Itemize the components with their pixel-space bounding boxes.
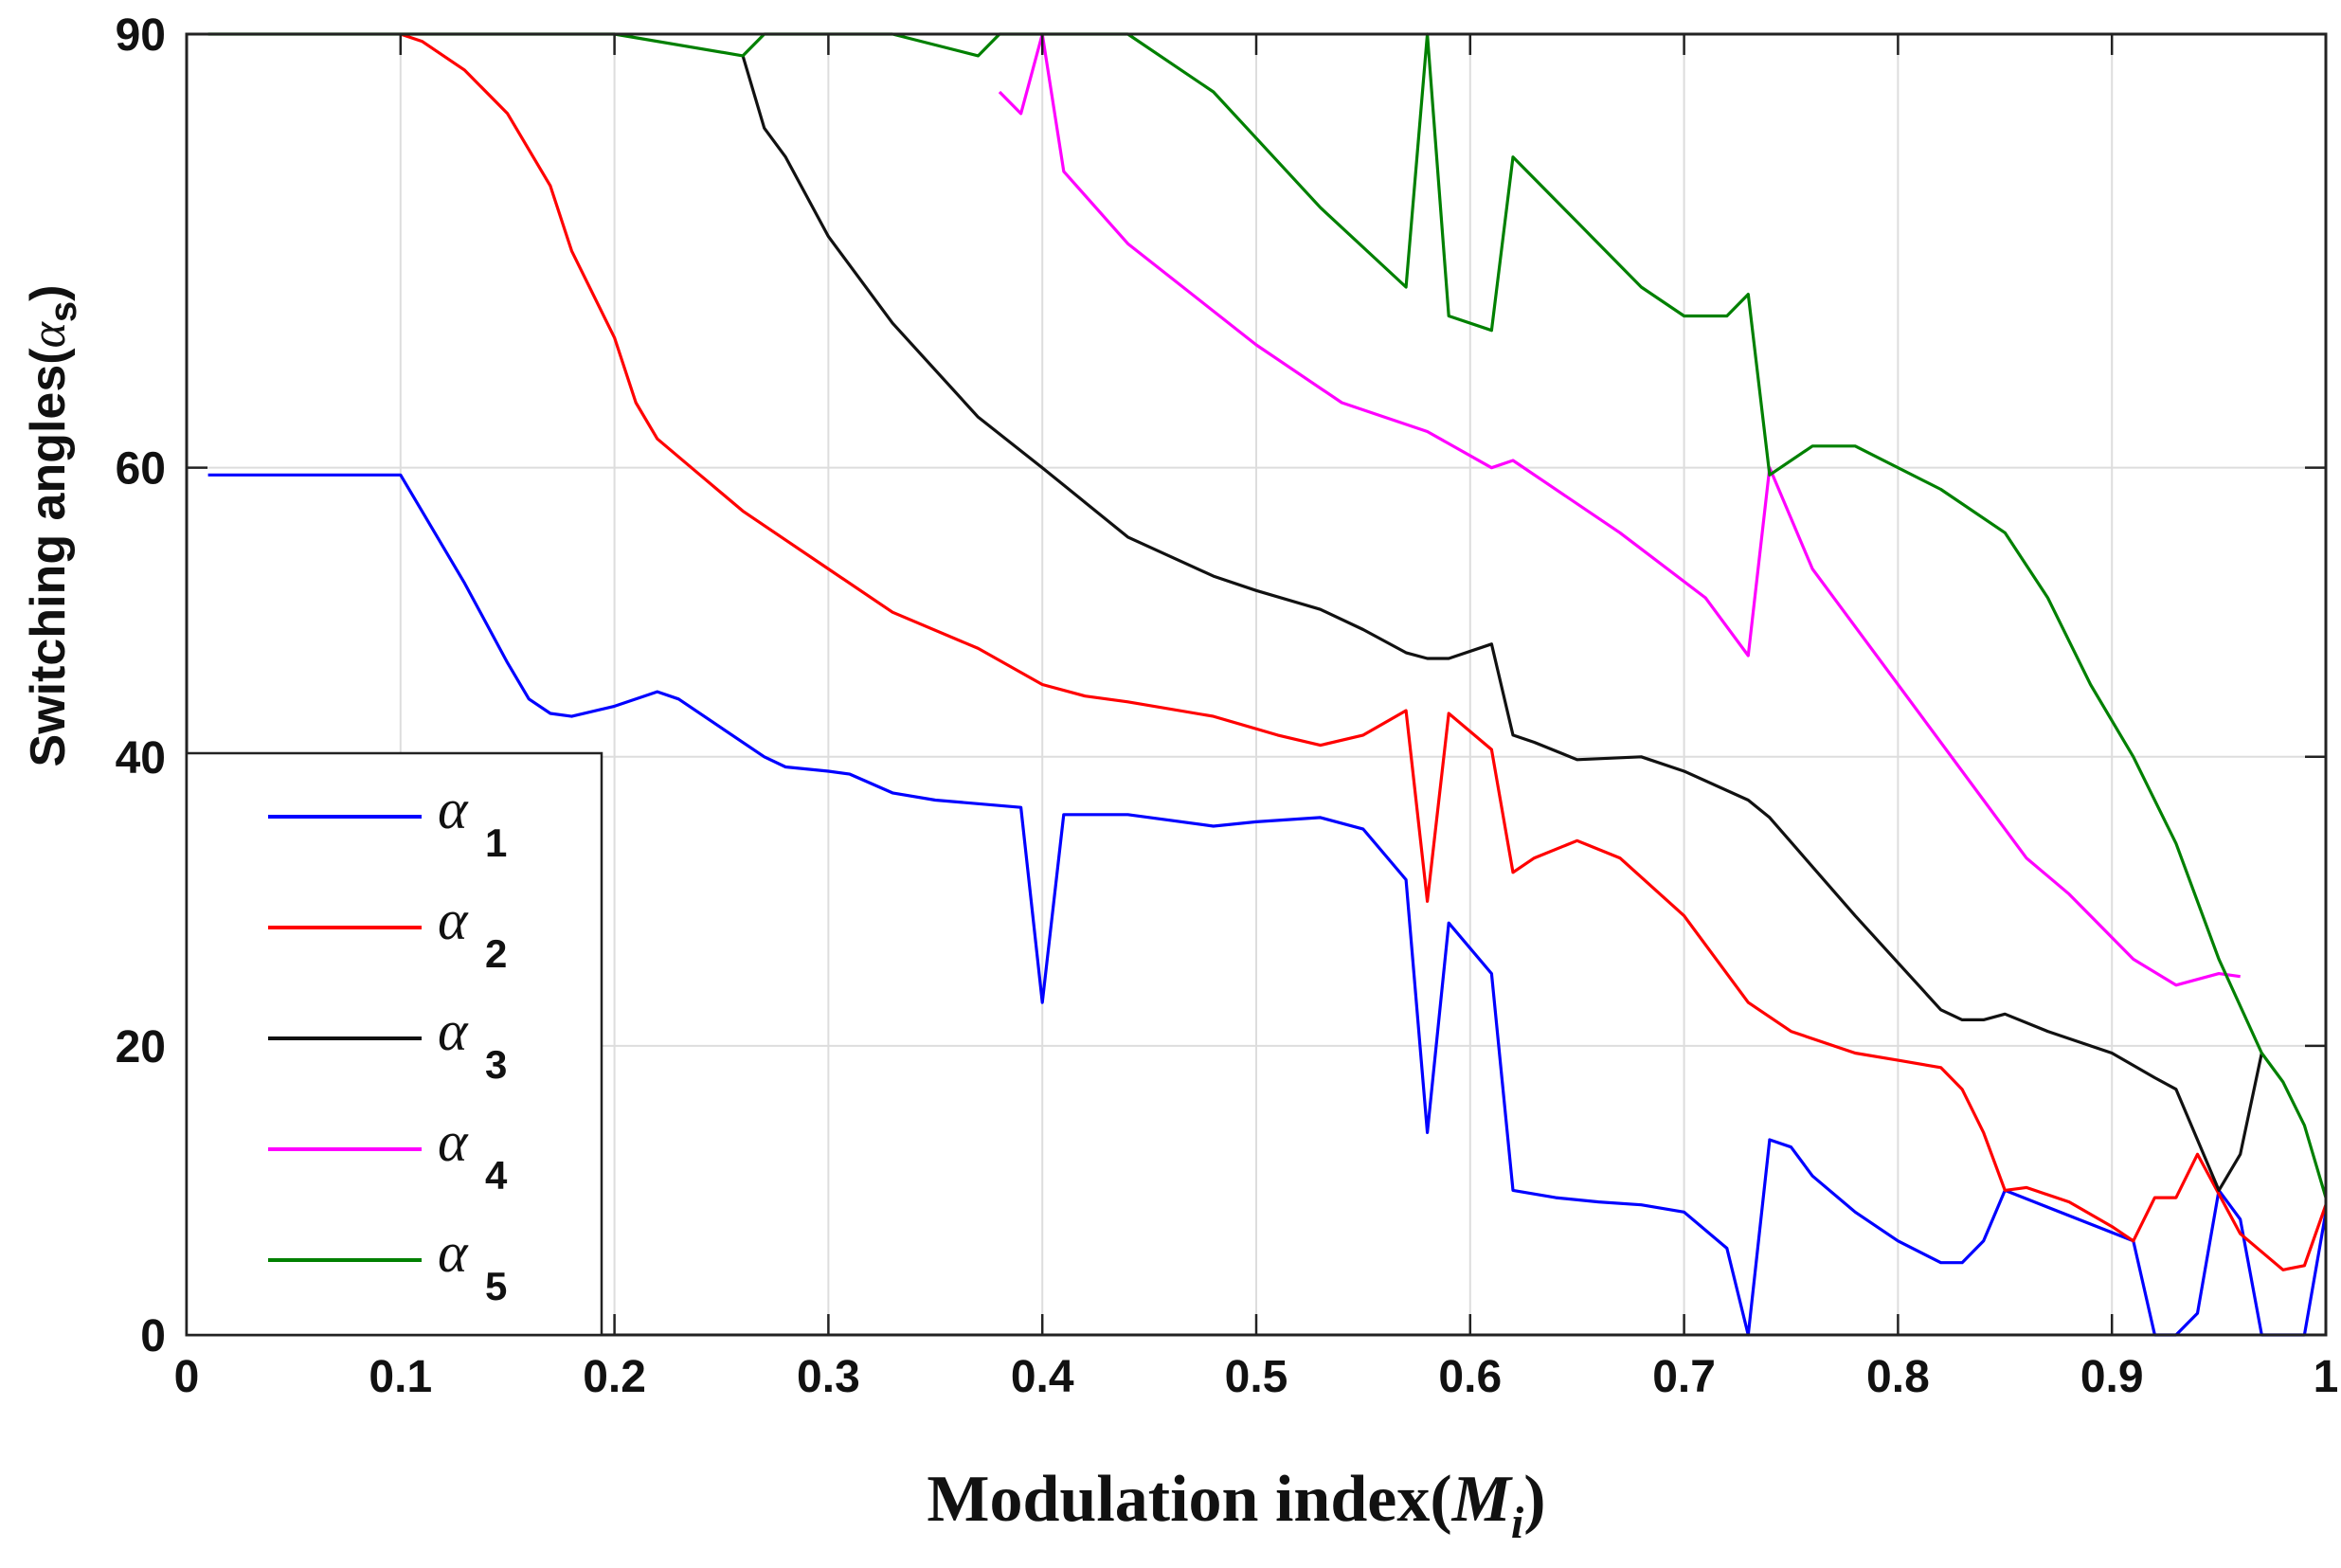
- series-line-alpha-4: [998, 32, 2241, 987]
- x-tick-label: 0.9: [2080, 1352, 2144, 1402]
- x-axis-label-close: ): [1523, 1463, 1545, 1536]
- x-tick-label: 0.6: [1438, 1352, 1502, 1402]
- x-tick-label: 0.5: [1225, 1352, 1288, 1402]
- x-tick-label: 0: [174, 1352, 200, 1402]
- y-axis-label-subscript: s: [43, 301, 84, 322]
- y-tick-label: 90: [116, 10, 166, 61]
- y-axis-label: Switching angles(αs): [21, 285, 84, 767]
- x-tick-label: 0.7: [1652, 1352, 1716, 1402]
- series-lines: [207, 32, 2328, 1337]
- x-tick-label: 0.1: [369, 1352, 432, 1402]
- legend-label-alpha-2-subscript: 2: [485, 931, 507, 976]
- x-tick-label: 0.2: [583, 1352, 646, 1402]
- x-tick-label: 0.8: [1866, 1352, 1930, 1402]
- y-axis-label-text: Switching angles(: [21, 348, 76, 767]
- legend-label-alpha-3-symbol: α: [438, 1000, 469, 1062]
- y-tick-label: 20: [116, 1022, 166, 1072]
- y-axis-label-close: ): [21, 285, 76, 301]
- x-tick-label: 0.4: [1011, 1352, 1074, 1402]
- legend-label-alpha-1-symbol: α: [438, 778, 469, 840]
- legend-box: [185, 751, 603, 1337]
- x-axis-label-subscript: i: [1511, 1498, 1524, 1548]
- axis-ticks: 0 0.1 0.2 0.3 0.4 0.5 0.6 0.7 0.8 0.9 1 0 20 40 60 90: [116, 10, 2339, 1402]
- y-tick-label: 40: [116, 733, 166, 784]
- legend-label-alpha-4-subscript: 4: [485, 1153, 508, 1198]
- x-tick-label: 0.3: [797, 1352, 860, 1402]
- series-line-alpha-2: [400, 32, 2328, 1271]
- x-axis-label: Modulation index(Mi): [927, 1463, 1545, 1548]
- x-axis-label-text: Modulation index(: [927, 1463, 1451, 1536]
- y-axis-label-symbol: α: [22, 320, 76, 348]
- legend-label-alpha-5-subscript: 5: [485, 1264, 507, 1308]
- y-tick-label: 0: [140, 1311, 166, 1361]
- legend-label-alpha-1-subscript: 1: [485, 820, 507, 865]
- y-tick-label: 60: [116, 444, 166, 495]
- series-line-alpha-5: [207, 32, 2328, 1199]
- legend-label-alpha-2-symbol: α: [438, 889, 469, 951]
- legend-label-alpha-4-symbol: α: [438, 1110, 469, 1173]
- x-axis-label-symbol: M: [1451, 1463, 1514, 1536]
- legend-label-alpha-5-symbol: α: [438, 1221, 469, 1284]
- x-tick-label: 1: [2314, 1352, 2339, 1402]
- series-line-alpha-3: [741, 55, 2263, 1193]
- legend-label-alpha-3-subscript: 3: [485, 1042, 507, 1087]
